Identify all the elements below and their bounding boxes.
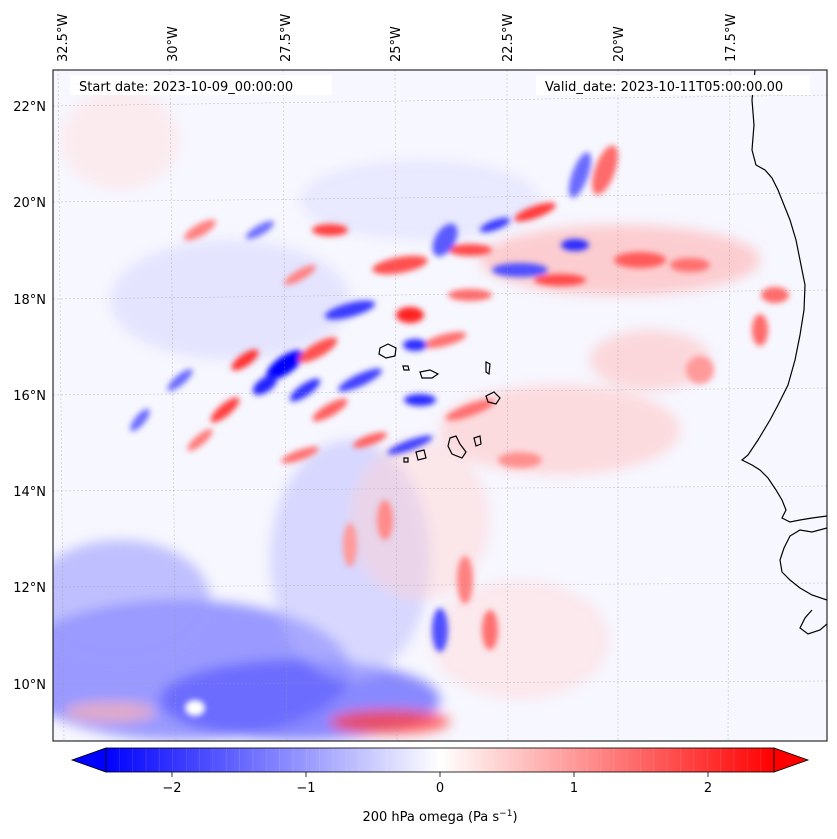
latitude-label: 22°N	[13, 100, 46, 115]
longitude-labels: 32.5°W 30°W 27.5°W 25°W 22.5°W 20°W 17.5…	[56, 14, 739, 62]
colorbar-tick-label: 1	[570, 781, 578, 796]
start-date-box	[70, 75, 332, 95]
longitude-label: 22.5°W	[501, 14, 516, 62]
gridlines	[52, 69, 828, 742]
island-sal	[485, 361, 491, 376]
colorbar-title: 200 hPa omega (Pa s−1)	[362, 809, 517, 825]
start-date-label: Start date: 2023-10-09_00:00:00	[79, 80, 293, 95]
latitude-label: 18°N	[13, 293, 46, 308]
colorbar-bands	[119, 748, 761, 772]
guinea-bissau-coast	[799, 609, 827, 635]
colorbar-gradient	[106, 748, 774, 772]
latitude-label: 10°N	[13, 678, 46, 693]
island-santo-antao	[378, 343, 397, 359]
colorbar-ticks	[171, 772, 709, 777]
colorbar-tick-label: −2	[162, 781, 181, 796]
map-panel: Start date: 2023-10-09_00:00:00 Valid_da…	[52, 69, 828, 742]
island-fogo	[415, 449, 427, 461]
colorbar-tick-label: −1	[296, 781, 315, 796]
colorbar-extend-high	[773, 747, 810, 773]
colorbar-tick-label: 0	[436, 781, 444, 796]
longitude-label: 32.5°W	[56, 14, 71, 62]
latitude-label: 14°N	[13, 485, 46, 500]
island-maio	[473, 435, 482, 447]
island-sao-nicolau	[419, 369, 440, 379]
latitude-label: 20°N	[13, 196, 46, 211]
longitude-label: 17.5°W	[724, 14, 739, 62]
colorbar-tick-label: 2	[704, 781, 712, 796]
gambia-coast	[779, 527, 827, 601]
island-boa-vista	[485, 391, 501, 405]
longitude-label: 27.5°W	[279, 14, 294, 62]
latitude-labels: 22°N 20°N 18°N 16°N 14°N 12°N 10°N	[13, 100, 46, 693]
omega-field-broad	[53, 90, 760, 740]
island-brava	[403, 457, 409, 463]
valid-date-label: Valid_date: 2023-10-11T05:00:00.00	[545, 80, 783, 95]
colorbar: −2 −1 0 1 2 200 hPa omega (Pa s−1)	[70, 747, 810, 825]
island-santiago	[447, 435, 467, 459]
latitude-label: 16°N	[13, 389, 46, 404]
omega-field-streaks	[130, 145, 789, 716]
valid-date-box	[536, 75, 810, 95]
colorbar-extend-low	[70, 747, 107, 773]
island-sao-vicente	[402, 365, 410, 371]
latitude-label: 12°N	[13, 581, 46, 596]
longitude-label: 20°W	[612, 26, 627, 62]
africa-coastline	[740, 70, 827, 523]
longitude-label: 30°W	[166, 26, 181, 62]
longitude-label: 25°W	[389, 26, 404, 62]
map-frame	[52, 69, 828, 742]
coastlines	[378, 70, 827, 635]
